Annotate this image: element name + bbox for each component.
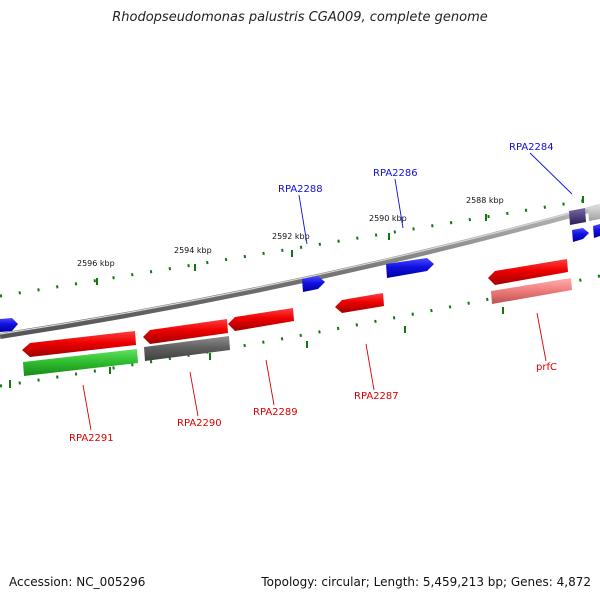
leader-RPA2286 [394,178,404,229]
gene-RPA2291-green[interactable] [23,349,138,376]
leader-RPA2287 [365,343,375,391]
gene-label-prfC[interactable]: prfC [536,362,557,373]
gene-RPA2286[interactable] [386,258,434,278]
gene-light-edge[interactable] [588,205,600,221]
gene-label-RPA2287[interactable]: RPA2287 [354,391,399,402]
gene-prfC-pink[interactable] [491,278,572,304]
reverse-tick-track [0,274,600,388]
accession-label: Accession: NC_005296 [9,575,146,589]
scale-label-2596: 2596 kbp [77,259,115,268]
gene-forward[interactable] [0,318,18,332]
scale-label-2594: 2594 kbp [174,246,212,255]
gene-RPA2289[interactable] [228,308,294,331]
gene-RPA2284[interactable] [569,208,586,225]
gene-RPA2290-grey[interactable] [144,336,230,361]
gene-forward-edge[interactable] [593,224,600,238]
gene-label-RPA2289[interactable]: RPA2289 [253,407,298,418]
gene-forward-small[interactable] [572,228,589,242]
leader-RPA2291 [82,384,92,431]
scale-label-2588: 2588 kbp [466,196,504,205]
leader-RPA2289 [265,359,275,406]
scale-label-2590: 2590 kbp [369,214,407,223]
leader-RPA2284 [529,152,573,195]
leader-RPA2290 [189,371,199,417]
gene-RPA2291[interactable] [22,331,136,357]
gene-label-RPA2290[interactable]: RPA2290 [177,418,222,429]
gene-label-RPA2288[interactable]: RPA2288 [278,184,323,195]
scale-label-2592: 2592 kbp [272,232,310,241]
gene-RPA2290[interactable] [143,319,228,344]
leader-prfC [536,312,547,362]
gene-label-RPA2286[interactable]: RPA2286 [373,168,418,179]
gene-prfC[interactable] [488,259,568,285]
gene-label-RPA2291[interactable]: RPA2291 [69,433,114,444]
gene-RPA2288[interactable] [302,276,325,292]
genome-backbone [0,204,600,339]
genome-summary-label: Topology: circular; Length: 5,459,213 bp… [261,575,591,589]
map-title: Rhodopseudomonas palustris CGA009, compl… [112,10,488,25]
gene-label-RPA2284[interactable]: RPA2284 [509,142,554,153]
leader-RPA2288 [298,194,308,245]
gene-RPA2287[interactable] [335,293,384,313]
